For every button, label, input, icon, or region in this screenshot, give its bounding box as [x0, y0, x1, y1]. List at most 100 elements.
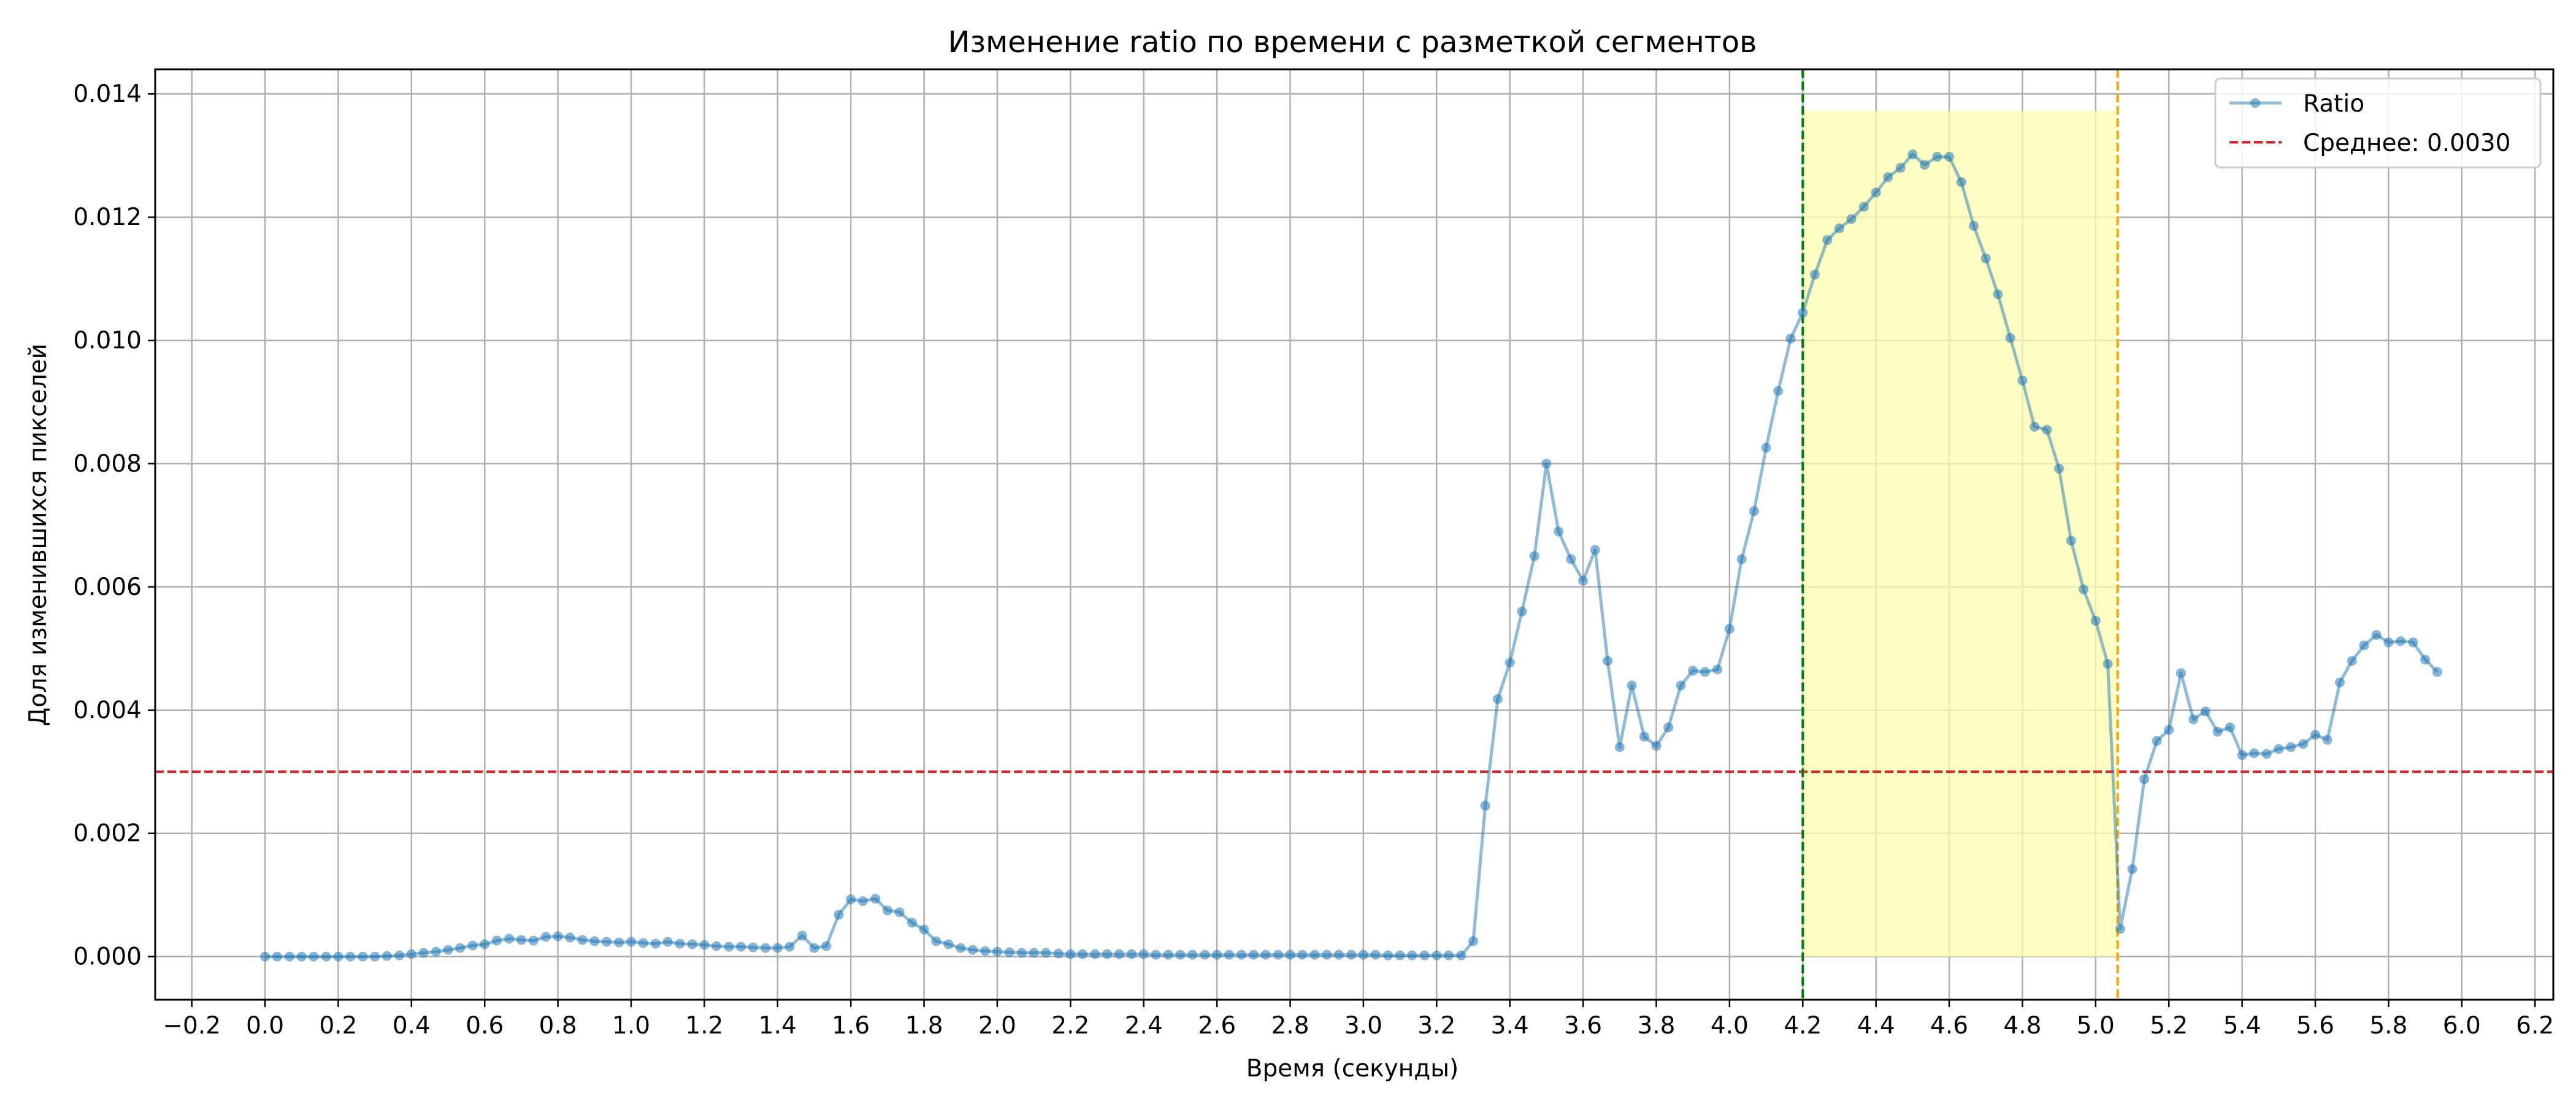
data-point — [894, 907, 905, 918]
data-point — [1163, 949, 1173, 960]
data-point — [1541, 458, 1552, 469]
x-tick-label: 4.4 — [1857, 1012, 1895, 1040]
x-tick-label: 4.2 — [1784, 1012, 1822, 1040]
x-tick-label: 2.0 — [978, 1012, 1016, 1040]
y-tick-label: 0.000 — [73, 943, 142, 971]
data-point — [455, 943, 466, 953]
data-point — [1834, 223, 1844, 234]
data-point — [309, 951, 319, 962]
data-point — [2371, 630, 2382, 640]
data-point — [2188, 714, 2199, 724]
y-tick-label: 0.010 — [73, 327, 142, 355]
data-point — [2005, 333, 2015, 343]
data-point — [724, 941, 734, 952]
data-point — [1004, 947, 1014, 957]
data-point — [1444, 950, 1454, 960]
data-point — [1260, 949, 1271, 960]
data-point — [1529, 551, 1539, 561]
data-point — [2175, 668, 2186, 678]
data-point — [333, 951, 343, 962]
x-tick-label: 5.2 — [2150, 1012, 2188, 1040]
data-point — [1029, 948, 1039, 958]
data-point — [577, 935, 588, 945]
data-point — [1566, 554, 1576, 564]
data-point — [589, 936, 600, 946]
data-point — [1785, 334, 1796, 344]
data-point — [967, 945, 978, 955]
data-point — [638, 938, 648, 948]
x-tick-label: 4.0 — [1711, 1012, 1749, 1040]
data-point — [1517, 607, 1527, 617]
data-point — [761, 943, 771, 953]
data-point — [882, 905, 892, 916]
data-point — [1395, 950, 1405, 960]
data-point — [1773, 386, 1784, 396]
data-point — [1809, 269, 1820, 280]
data-point — [1493, 694, 1503, 704]
y-ticks: 0.000 0.002 0.004 0.006 0.008 0.010 0.012 0.014 — [73, 80, 155, 971]
data-point — [1676, 680, 1686, 691]
data-point — [1920, 159, 1930, 170]
data-point — [2017, 375, 2028, 386]
x-tick-label: 0.2 — [319, 1012, 357, 1040]
data-point — [956, 943, 966, 953]
data-point — [797, 930, 807, 941]
data-point — [1883, 172, 1893, 182]
data-point — [2152, 736, 2162, 746]
data-point — [2347, 656, 2357, 666]
data-point — [1333, 949, 1344, 960]
data-point — [1114, 949, 1124, 959]
x-tick-label: −0.2 — [163, 1012, 221, 1040]
data-point — [491, 935, 502, 946]
y-tick-label: 0.004 — [73, 697, 142, 724]
data-point — [1969, 221, 1979, 231]
legend-mean-label: Среднее: 0.0030 — [2303, 129, 2510, 157]
data-point — [1639, 732, 1649, 742]
data-point — [2090, 616, 2101, 626]
data-point — [2200, 706, 2210, 716]
data-point — [1700, 667, 1710, 677]
data-point — [1651, 741, 1662, 751]
data-point — [443, 945, 453, 955]
x-tick-label: 2.2 — [1051, 1012, 1089, 1040]
data-point — [431, 946, 441, 957]
highlight-segment — [1803, 111, 2118, 957]
data-point — [784, 941, 795, 952]
data-point — [1980, 253, 1991, 264]
data-point — [931, 936, 941, 946]
data-point — [1822, 235, 1833, 245]
data-point — [1297, 949, 1308, 960]
data-point — [1212, 949, 1222, 960]
data-point — [1712, 664, 1723, 675]
y-tick-label: 0.014 — [73, 80, 142, 108]
x-tick-label: 2.6 — [1198, 1012, 1236, 1040]
data-point — [675, 938, 685, 949]
data-point — [1419, 950, 1430, 960]
x-tick-label: 3.4 — [1491, 1012, 1529, 1040]
data-point — [1932, 151, 1942, 162]
data-point — [2249, 748, 2260, 759]
y-tick-label: 0.006 — [73, 573, 142, 601]
data-point — [504, 933, 515, 944]
data-point — [2164, 724, 2174, 735]
data-point — [1858, 202, 1869, 212]
x-tick-label: 4.8 — [2003, 1012, 2041, 1040]
data-point — [1151, 949, 1161, 960]
data-point — [1432, 950, 1442, 960]
data-point — [1956, 177, 1966, 187]
data-point — [1724, 624, 1735, 634]
data-point — [1688, 665, 1698, 676]
data-point — [846, 894, 856, 905]
data-point — [1127, 949, 1137, 959]
data-point — [1346, 949, 1357, 960]
data-point — [1138, 949, 1149, 959]
data-point — [1041, 948, 1051, 958]
data-point — [381, 951, 392, 961]
data-point — [480, 939, 490, 949]
segment-layer — [1803, 111, 2118, 957]
data-point — [2237, 750, 2247, 761]
data-point — [1907, 149, 1918, 159]
data-point — [748, 942, 758, 953]
